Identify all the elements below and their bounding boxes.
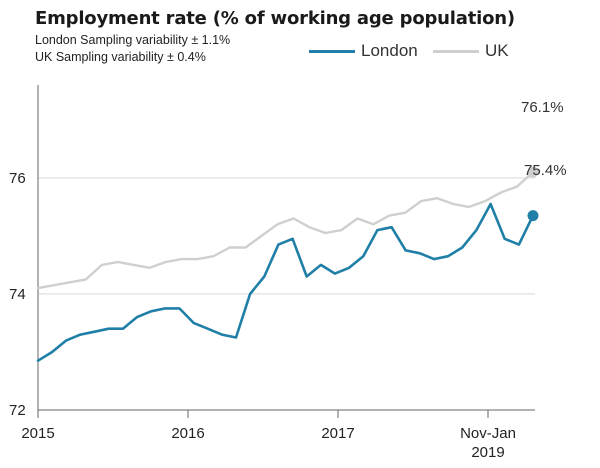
x-tick-label-0: 2015 [21,425,54,442]
end-point-london [527,210,539,222]
legend-item-london: London [309,41,418,61]
y-tick-label-74: 74 [9,286,26,303]
series-line-london [36,202,535,362]
legend-swatch-london [309,49,355,53]
y-tick-label-76: 76 [9,170,26,187]
uk-end-value-label: 76.1% [521,99,564,116]
x-tick-label-3: Nov-Jan 2019 [460,425,516,461]
x-tick-label-1: 2016 [171,425,204,442]
y-tick-label-72: 72 [9,402,26,419]
london-end-value-label: 75.4% [524,162,567,179]
series-line-uk [36,170,535,290]
legend-item-uk: UK [433,41,509,61]
end-point-uk [527,166,539,178]
legend-swatch-uk [433,49,479,53]
chart-title: Employment rate (% of working age popula… [35,8,515,29]
legend-label-uk: UK [485,41,509,60]
x-tick-label-2: 2017 [321,425,354,442]
legend-label-london: London [361,41,418,60]
london-variability-note: London Sampling variability ± 1.1% [35,33,231,47]
uk-variability-note: UK Sampling variability ± 0.4% [35,50,206,64]
